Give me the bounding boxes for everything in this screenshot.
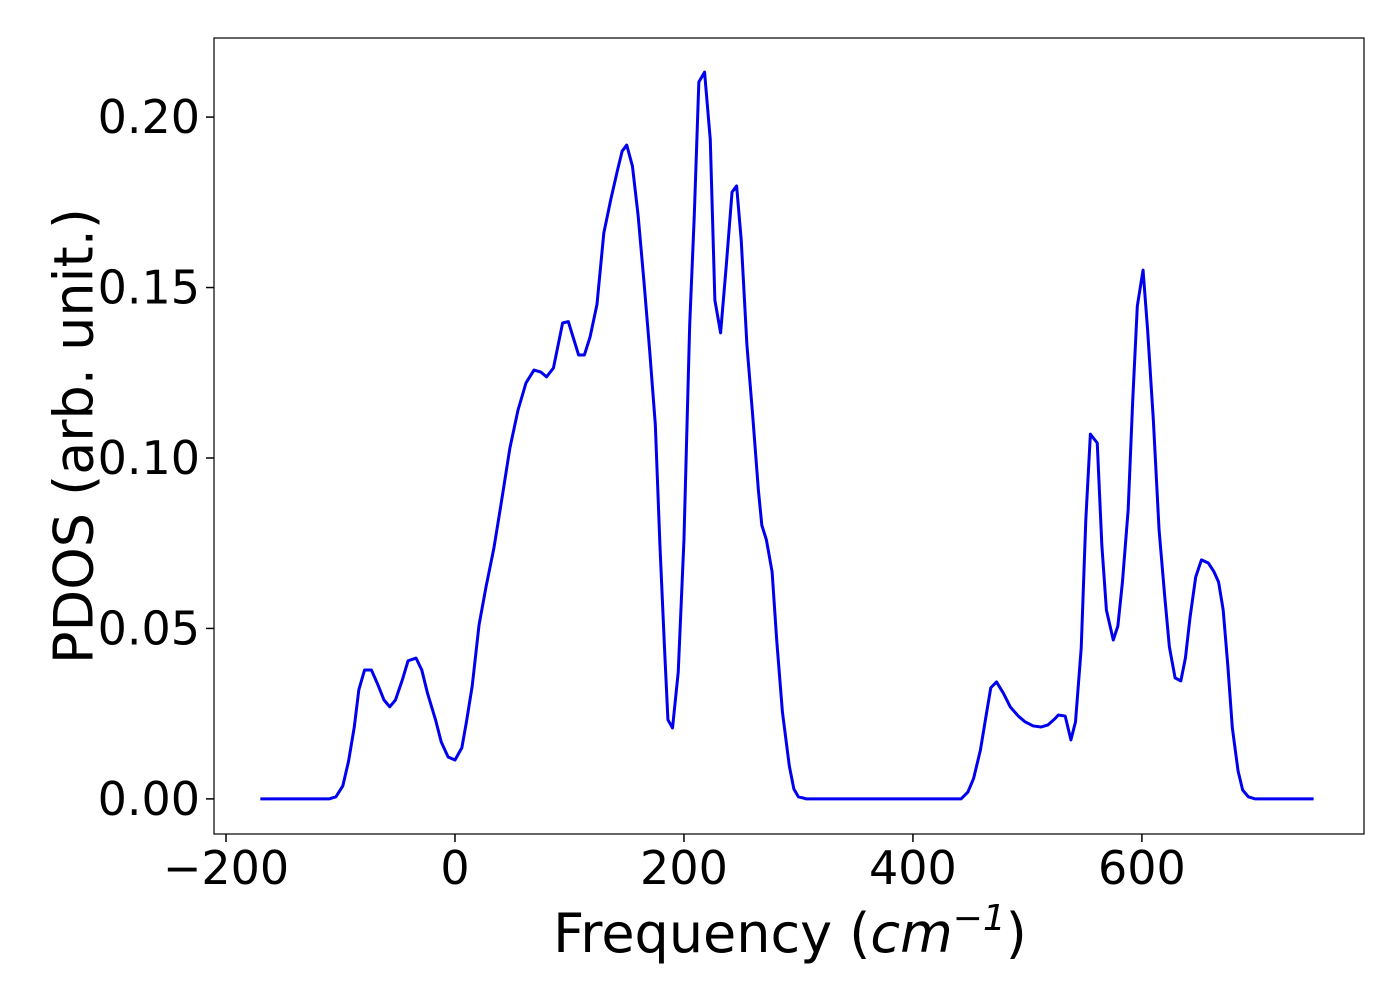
- x-tick-label: 600: [1098, 841, 1186, 895]
- line: [260, 70, 1314, 801]
- plot-frame: [213, 37, 1365, 835]
- x-label-part: ): [1006, 902, 1027, 965]
- x-label-part: cm: [870, 902, 952, 965]
- y-tick-label: 0.10: [98, 431, 200, 485]
- y-tick-label: 0.05: [98, 601, 200, 655]
- y-tick-label: 0.20: [98, 90, 200, 144]
- y-tick-label: 0.00: [98, 772, 200, 826]
- x-tick-label: 200: [640, 841, 728, 895]
- x-tick-label: 400: [869, 841, 957, 895]
- y-tick-label: 0.15: [98, 261, 200, 315]
- x-tick-label: −200: [163, 841, 289, 895]
- x-tick-label: 0: [440, 841, 469, 895]
- x-label-part: Frequency (: [553, 902, 870, 965]
- x-axis-label: Frequency (cm−1): [553, 898, 1027, 965]
- y-axis-label: PDOS (arb. unit.): [43, 208, 106, 664]
- x-label-part: −1: [953, 898, 1006, 939]
